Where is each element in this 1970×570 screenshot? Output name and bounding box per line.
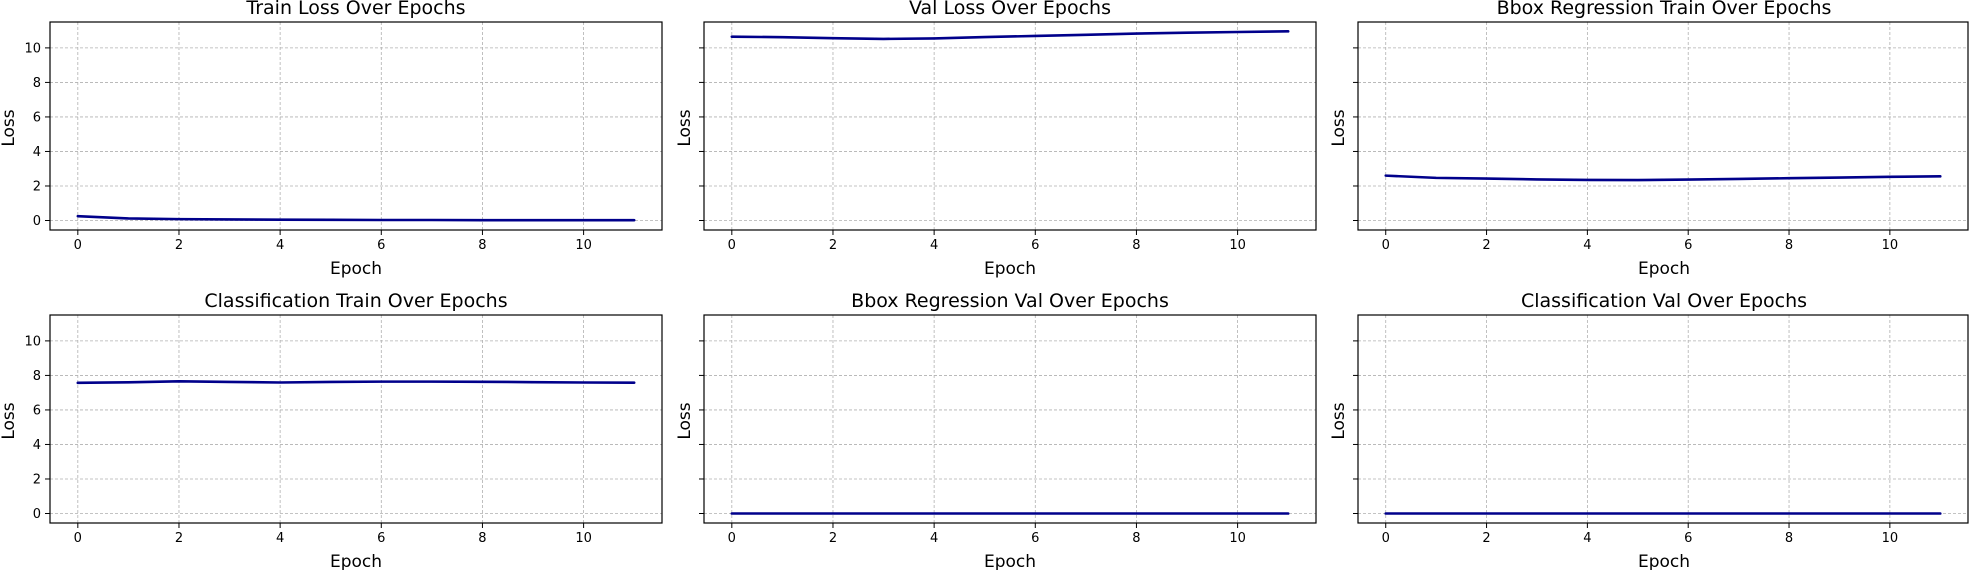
series-line — [76, 214, 636, 222]
y-tick-label: 10 — [24, 334, 41, 349]
y-tick-label: 8 — [33, 76, 41, 91]
x-tick-label: 8 — [478, 238, 486, 253]
plot-frame — [703, 314, 1317, 524]
chart-title: Val Loss Over Epochs — [909, 0, 1111, 19]
x-tick-label: 8 — [1785, 531, 1793, 546]
y-tick-label: 6 — [33, 403, 41, 418]
x-tick-label: 0 — [74, 531, 82, 546]
x-tick-label: 10 — [575, 531, 592, 546]
y-tick-label: 2 — [33, 472, 41, 487]
chart-title: Classification Train Over Epochs — [204, 290, 507, 312]
x-axis-label: Epoch — [1638, 259, 1690, 279]
x-tick-label: 4 — [1583, 238, 1591, 253]
x-tick-label: 2 — [1482, 531, 1490, 546]
subplot-train-loss: Train Loss Over Epochs Epoch Loss 0 2 4 6 8 1… — [0, 0, 663, 279]
plot-frame — [49, 314, 663, 524]
x-tick-label: 8 — [1785, 238, 1793, 253]
x-tick-label: 10 — [1882, 238, 1899, 253]
chart-title: Bbox Regression Train Over Epochs — [1497, 0, 1832, 19]
y-tick-label: 8 — [33, 369, 41, 384]
plot-frame — [703, 21, 1317, 231]
x-axis-label: Epoch — [1638, 552, 1690, 570]
y-axis-label: Loss — [1329, 109, 1349, 146]
chart-title: Classification Val Over Epochs — [1521, 290, 1807, 312]
y-axis-label: Loss — [675, 109, 695, 146]
subplot-bbox-regression-train: Bbox Regression Train Over Epochs Epoch … — [1329, 0, 1969, 279]
x-tick-label: 8 — [1132, 238, 1140, 253]
x-tick-label: 10 — [575, 238, 592, 253]
subplot-classification-train: Classification Train Over Epochs Epoch L… — [0, 290, 663, 570]
series-line — [730, 30, 1290, 41]
series-line — [76, 379, 636, 385]
x-tick-label: 2 — [829, 531, 837, 546]
x-tick-label: 6 — [377, 531, 385, 546]
x-tick-label: 6 — [1684, 238, 1692, 253]
x-tick-label: 0 — [74, 238, 82, 253]
y-tick-label: 10 — [24, 41, 41, 56]
x-tick-label: 4 — [1583, 531, 1591, 546]
x-tick-label: 2 — [175, 531, 183, 546]
x-tick-label: 0 — [1382, 238, 1390, 253]
x-axis-label: Epoch — [984, 552, 1036, 570]
plot-frame — [1357, 21, 1969, 231]
plot-frame — [49, 21, 663, 231]
x-tick-label: 6 — [377, 238, 385, 253]
y-axis-label: Loss — [0, 402, 19, 439]
subplot-val-loss: Val Loss Over Epochs Epoch Loss 0 2 4 6 8 10 — [675, 0, 1317, 279]
x-tick-label: 0 — [728, 238, 736, 253]
x-tick-label: 10 — [1229, 531, 1246, 546]
y-tick-label: 2 — [33, 179, 41, 194]
y-axis-label: Loss — [1329, 402, 1349, 439]
x-tick-label: 4 — [276, 531, 284, 546]
x-tick-label: 10 — [1229, 238, 1246, 253]
y-tick-label: 4 — [33, 145, 41, 160]
x-axis-label: Epoch — [984, 259, 1036, 279]
x-tick-label: 4 — [930, 238, 938, 253]
chart-title: Bbox Regression Val Over Epochs — [851, 290, 1169, 312]
x-tick-label: 2 — [1482, 238, 1490, 253]
series-line — [1384, 174, 1942, 182]
x-tick-label: 8 — [1132, 531, 1140, 546]
y-axis-label: Loss — [675, 402, 695, 439]
y-tick-label: 0 — [33, 507, 41, 522]
y-tick-label: 0 — [33, 214, 41, 229]
subplot-classification-val: Classification Val Over Epochs Epoch Los… — [1329, 290, 1969, 570]
x-axis-label: Epoch — [330, 259, 382, 279]
y-tick-label: 4 — [33, 438, 41, 453]
y-axis-label: Loss — [0, 109, 19, 146]
x-tick-label: 6 — [1031, 238, 1039, 253]
x-tick-label: 0 — [728, 531, 736, 546]
x-tick-label: 6 — [1031, 531, 1039, 546]
x-tick-label: 4 — [276, 238, 284, 253]
plot-frame — [1357, 314, 1969, 524]
x-tick-label: 0 — [1382, 531, 1390, 546]
x-axis-label: Epoch — [330, 552, 382, 570]
x-tick-label: 8 — [478, 531, 486, 546]
x-tick-label: 2 — [829, 238, 837, 253]
y-tick-label: 6 — [33, 110, 41, 125]
x-tick-label: 10 — [1882, 531, 1899, 546]
x-tick-label: 6 — [1684, 531, 1692, 546]
subplot-bbox-regression-val: Bbox Regression Val Over Epochs Epoch Lo… — [675, 290, 1317, 570]
x-tick-label: 4 — [930, 531, 938, 546]
x-tick-label: 2 — [175, 238, 183, 253]
chart-title: Train Loss Over Epochs — [245, 0, 465, 19]
